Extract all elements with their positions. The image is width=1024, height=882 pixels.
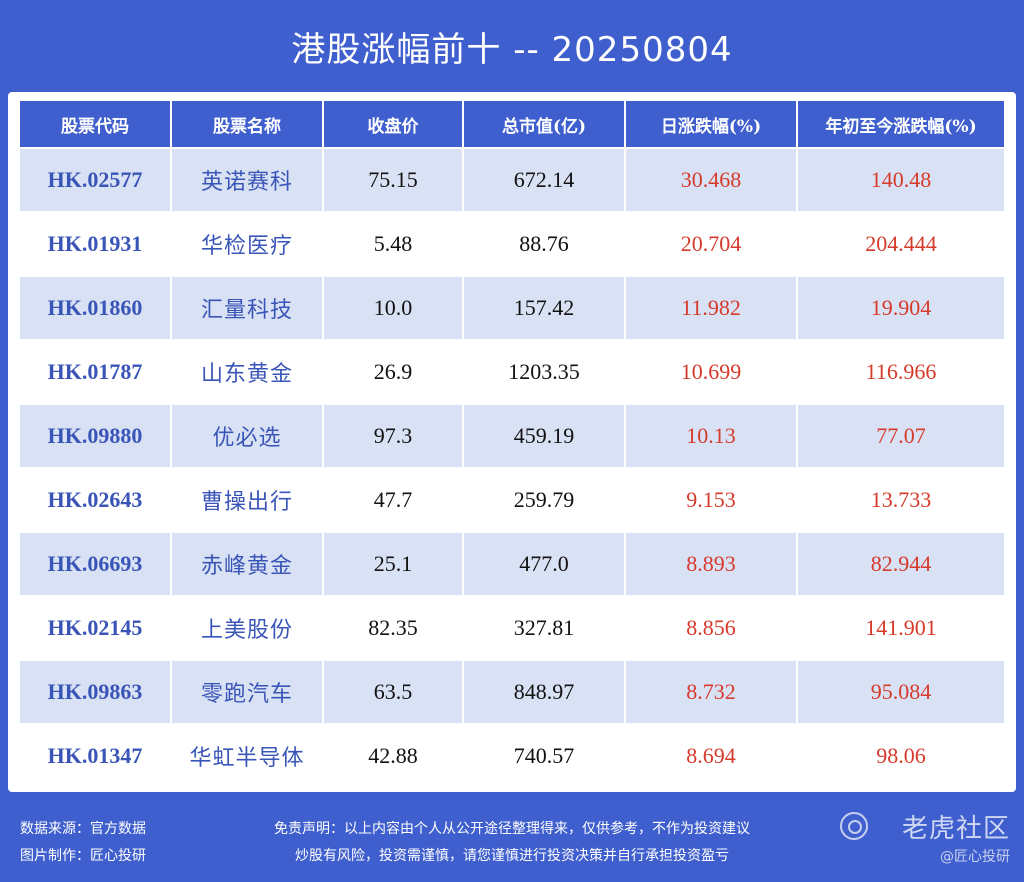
cell-name: 优必选 bbox=[172, 405, 322, 467]
header-name: 股票名称 bbox=[172, 101, 322, 147]
cell-code: HK.02145 bbox=[20, 597, 170, 659]
cell-market-cap: 477.0 bbox=[464, 533, 624, 595]
cell-close: 26.9 bbox=[324, 341, 462, 403]
cell-close: 63.5 bbox=[324, 661, 462, 723]
cell-ytd-change: 98.06 bbox=[798, 725, 1004, 787]
table-row: HK.01347 华虹半导体 42.88 740.57 8.694 98.06 bbox=[20, 725, 1004, 787]
cell-close: 47.7 bbox=[324, 469, 462, 531]
cell-code: HK.02577 bbox=[20, 149, 170, 211]
cell-ytd-change: 95.084 bbox=[798, 661, 1004, 723]
stock-table-card: 股票代码 股票名称 收盘价 总市值(亿) 日涨跌幅(%) 年初至今涨跌幅(%) … bbox=[8, 92, 1016, 792]
cell-close: 10.0 bbox=[324, 277, 462, 339]
page-title: 港股涨幅前十 -- 20250804 bbox=[291, 29, 733, 70]
cell-day-change: 10.699 bbox=[626, 341, 796, 403]
cell-market-cap: 88.76 bbox=[464, 213, 624, 275]
cell-name: 英诺赛科 bbox=[172, 149, 322, 211]
cell-close: 25.1 bbox=[324, 533, 462, 595]
footer-credits: 数据来源：官方数据 图片制作：匠心投研 bbox=[20, 816, 146, 870]
header-code: 股票代码 bbox=[20, 101, 170, 147]
disclaimer-line-2: 炒股有风险，投资需谨慎，请您谨慎进行投资决策并自行承担投资盈亏 bbox=[295, 848, 729, 864]
cell-ytd-change: 13.733 bbox=[798, 469, 1004, 531]
cell-code: HK.09863 bbox=[20, 661, 170, 723]
cell-code: HK.01347 bbox=[20, 725, 170, 787]
table-row: HK.09880 优必选 97.3 459.19 10.13 77.07 bbox=[20, 405, 1004, 467]
cell-day-change: 8.893 bbox=[626, 533, 796, 595]
cell-day-change: 8.856 bbox=[626, 597, 796, 659]
cell-code: HK.09880 bbox=[20, 405, 170, 467]
cell-code: HK.01787 bbox=[20, 341, 170, 403]
cell-ytd-change: 140.48 bbox=[798, 149, 1004, 211]
cell-name: 汇量科技 bbox=[172, 277, 322, 339]
header-market-cap: 总市值(亿) bbox=[464, 101, 624, 147]
table-row: HK.01787 山东黄金 26.9 1203.35 10.699 116.96… bbox=[20, 341, 1004, 403]
table-row: HK.06693 赤峰黄金 25.1 477.0 8.893 82.944 bbox=[20, 533, 1004, 595]
header-ytd-change: 年初至今涨跌幅(%) bbox=[798, 101, 1004, 147]
cell-market-cap: 848.97 bbox=[464, 661, 624, 723]
table-row: HK.02145 上美股份 82.35 327.81 8.856 141.901 bbox=[20, 597, 1004, 659]
cell-day-change: 20.704 bbox=[626, 213, 796, 275]
cell-day-change: 10.13 bbox=[626, 405, 796, 467]
cell-code: HK.02643 bbox=[20, 469, 170, 531]
cell-code: HK.06693 bbox=[20, 533, 170, 595]
cell-ytd-change: 77.07 bbox=[798, 405, 1004, 467]
watermark-author: @匠心投研 bbox=[940, 849, 1010, 865]
cell-day-change: 30.468 bbox=[626, 149, 796, 211]
cell-market-cap: 1203.35 bbox=[464, 341, 624, 403]
data-source-text: 数据来源：官方数据 bbox=[20, 821, 146, 837]
cell-close: 82.35 bbox=[324, 597, 462, 659]
cell-name: 曹操出行 bbox=[172, 469, 322, 531]
header-day-change: 日涨跌幅(%) bbox=[626, 101, 796, 147]
table-row: HK.02577 英诺赛科 75.15 672.14 30.468 140.48 bbox=[20, 149, 1004, 211]
cell-name: 赤峰黄金 bbox=[172, 533, 322, 595]
tiger-community-logo-icon bbox=[840, 812, 868, 840]
watermark: 老虎社区 @匠心投研 bbox=[840, 808, 1010, 882]
cell-market-cap: 157.42 bbox=[464, 277, 624, 339]
footer: 数据来源：官方数据 图片制作：匠心投研 免责声明：以上内容由个人从公开途径整理得… bbox=[0, 808, 1024, 882]
cell-day-change: 11.982 bbox=[626, 277, 796, 339]
cell-name: 华检医疗 bbox=[172, 213, 322, 275]
cell-close: 75.15 bbox=[324, 149, 462, 211]
cell-code: HK.01931 bbox=[20, 213, 170, 275]
stock-table: 股票代码 股票名称 收盘价 总市值(亿) 日涨跌幅(%) 年初至今涨跌幅(%) … bbox=[18, 99, 1006, 789]
table-row: HK.01860 汇量科技 10.0 157.42 11.982 19.904 bbox=[20, 277, 1004, 339]
cell-close: 5.48 bbox=[324, 213, 462, 275]
cell-ytd-change: 82.944 bbox=[798, 533, 1004, 595]
cell-ytd-change: 141.901 bbox=[798, 597, 1004, 659]
cell-close: 97.3 bbox=[324, 405, 462, 467]
cell-ytd-change: 19.904 bbox=[798, 277, 1004, 339]
cell-ytd-change: 116.966 bbox=[798, 341, 1004, 403]
cell-name: 山东黄金 bbox=[172, 341, 322, 403]
cell-market-cap: 327.81 bbox=[464, 597, 624, 659]
header-close: 收盘价 bbox=[324, 101, 462, 147]
disclaimer: 免责声明：以上内容由个人从公开途径整理得来，仅供参考，不作为投资建议 炒股有风险… bbox=[0, 816, 1024, 870]
image-maker-text: 图片制作：匠心投研 bbox=[20, 848, 146, 864]
cell-ytd-change: 204.444 bbox=[798, 213, 1004, 275]
cell-name: 零跑汽车 bbox=[172, 661, 322, 723]
cell-day-change: 9.153 bbox=[626, 469, 796, 531]
cell-name: 华虹半导体 bbox=[172, 725, 322, 787]
cell-market-cap: 740.57 bbox=[464, 725, 624, 787]
disclaimer-line-1: 免责声明：以上内容由个人从公开途径整理得来，仅供参考，不作为投资建议 bbox=[274, 821, 750, 837]
cell-code: HK.01860 bbox=[20, 277, 170, 339]
cell-name: 上美股份 bbox=[172, 597, 322, 659]
table-row: HK.09863 零跑汽车 63.5 848.97 8.732 95.084 bbox=[20, 661, 1004, 723]
cell-market-cap: 459.19 bbox=[464, 405, 624, 467]
cell-market-cap: 672.14 bbox=[464, 149, 624, 211]
table-row: HK.02643 曹操出行 47.7 259.79 9.153 13.733 bbox=[20, 469, 1004, 531]
cell-day-change: 8.694 bbox=[626, 725, 796, 787]
table-row: HK.01931 华检医疗 5.48 88.76 20.704 204.444 bbox=[20, 213, 1004, 275]
cell-market-cap: 259.79 bbox=[464, 469, 624, 531]
watermark-logo-text: 老虎社区 bbox=[901, 814, 1010, 844]
cell-close: 42.88 bbox=[324, 725, 462, 787]
cell-day-change: 8.732 bbox=[626, 661, 796, 723]
table-header-row: 股票代码 股票名称 收盘价 总市值(亿) 日涨跌幅(%) 年初至今涨跌幅(%) bbox=[20, 101, 1004, 147]
